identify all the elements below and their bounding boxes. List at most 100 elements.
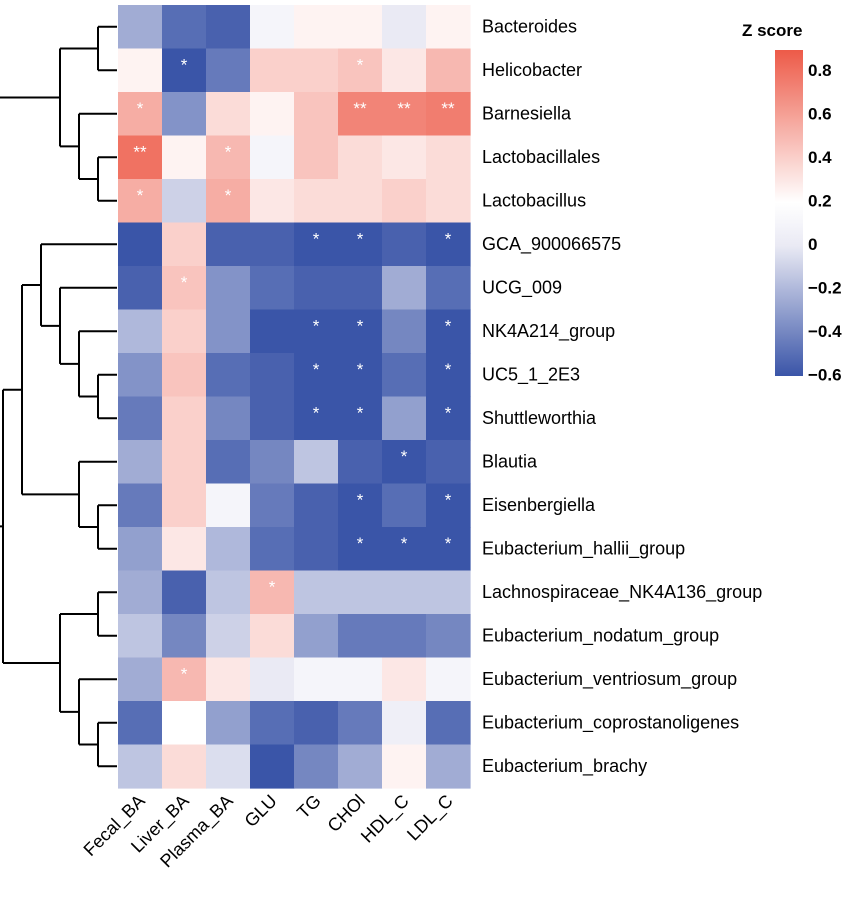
heatmap-cell	[250, 614, 295, 659]
heatmap-cell	[426, 179, 471, 224]
heatmap-cell	[294, 440, 339, 485]
heatmap-cell	[382, 135, 427, 180]
heatmap-cell	[250, 657, 295, 702]
heatmap-cell	[382, 266, 427, 311]
color-legend: Z score 0.8 0.6 0.4 0.2 0 −0.2 −0.4 −0.6	[742, 21, 842, 384]
significance-mark: *	[181, 56, 188, 75]
heatmap-cell	[162, 614, 207, 659]
heatmap-cell	[118, 179, 163, 224]
heatmap-cell	[426, 483, 471, 528]
row-label: Lachnospiraceae_NK4A136_group	[482, 582, 762, 603]
significance-mark: *	[269, 578, 276, 597]
significance-mark: *	[445, 491, 452, 510]
significance-mark: **	[441, 99, 455, 118]
heatmap-cell	[426, 701, 471, 746]
significance-mark: *	[445, 534, 452, 553]
heatmap-cell	[162, 701, 207, 746]
heatmap-cell	[426, 48, 471, 93]
heatmap-cell	[250, 266, 295, 311]
heatmap-cell	[250, 527, 295, 572]
heatmap-cell	[338, 483, 383, 528]
heatmap-cell	[250, 5, 295, 50]
heatmap-cell	[338, 222, 383, 267]
row-label: Lactobacillales	[482, 147, 600, 167]
significance-mark: *	[357, 230, 364, 249]
heatmap-cell	[118, 266, 163, 311]
significance-mark: *	[357, 404, 364, 423]
heatmap-cell	[162, 570, 207, 615]
heatmap-cell	[206, 483, 251, 528]
heatmap-cell	[294, 48, 339, 93]
significance-mark: *	[445, 317, 452, 336]
heatmap-cell	[162, 179, 207, 224]
heatmap-cell	[338, 701, 383, 746]
heatmap-cell	[382, 396, 427, 441]
heatmap-cell	[382, 527, 427, 572]
significance-mark: *	[137, 99, 144, 118]
heatmap-cell	[162, 483, 207, 528]
legend-tick-label: 0.6	[808, 105, 832, 124]
heatmap-cell	[206, 614, 251, 659]
significance-mark: *	[401, 447, 408, 466]
heatmap-cell	[118, 614, 163, 659]
heatmap-cell	[118, 396, 163, 441]
row-label: Barnesiella	[482, 104, 572, 124]
heatmap-cell	[426, 92, 471, 137]
column-label: TG	[293, 791, 325, 823]
heatmap-cell	[162, 5, 207, 50]
row-label: Blautia	[482, 452, 538, 472]
heatmap-cell	[294, 5, 339, 50]
heatmap-cell	[206, 309, 251, 354]
heatmap-cell	[162, 440, 207, 485]
significance-mark: **	[133, 143, 147, 162]
heatmap-cell	[338, 309, 383, 354]
heatmap-cell	[162, 657, 207, 702]
significance-mark: *	[357, 534, 364, 553]
heatmap-cell	[206, 135, 251, 180]
heatmap-cell	[250, 135, 295, 180]
heatmap-cell	[294, 309, 339, 354]
heatmap-cell	[382, 92, 427, 137]
heatmap-cell	[338, 5, 383, 50]
heatmap-cell	[250, 701, 295, 746]
significance-mark: *	[357, 360, 364, 379]
heatmap-cell	[338, 92, 383, 137]
heatmap-cell	[294, 483, 339, 528]
heatmap-cell	[382, 353, 427, 398]
heatmap-cell	[118, 657, 163, 702]
significance-mark: *	[445, 404, 452, 423]
heatmap-cell	[162, 92, 207, 137]
heatmap-cell	[206, 744, 251, 789]
heatmap-cell	[206, 570, 251, 615]
heatmap-cell	[426, 440, 471, 485]
heatmap-cell	[162, 309, 207, 354]
heatmap-cell	[338, 353, 383, 398]
heatmap-cell	[250, 483, 295, 528]
row-label: Eubacterium_nodatum_group	[482, 626, 719, 647]
legend-color-bar	[775, 50, 803, 376]
row-label: UC5_1_2E3	[482, 365, 580, 386]
heatmap-cell	[250, 222, 295, 267]
heatmap-cell	[294, 353, 339, 398]
heatmap-cell	[382, 570, 427, 615]
heatmap-cell	[250, 48, 295, 93]
heatmap-cell	[118, 309, 163, 354]
heatmap-cell	[294, 266, 339, 311]
heatmap-cell	[426, 135, 471, 180]
heatmap-cell	[338, 179, 383, 224]
heatmap-cell	[426, 5, 471, 50]
significance-mark: *	[357, 491, 364, 510]
heatmap-cell	[206, 266, 251, 311]
heatmap-cell	[118, 701, 163, 746]
row-label: Bacteroides	[482, 17, 577, 37]
heatmap-cell	[118, 92, 163, 137]
heatmap-cell	[206, 353, 251, 398]
row-label: Helicobacter	[482, 60, 582, 80]
heatmap-cell	[294, 614, 339, 659]
heatmap-cell	[382, 657, 427, 702]
heatmap-cell	[426, 657, 471, 702]
heatmap-cell	[338, 657, 383, 702]
significance-mark: *	[313, 230, 320, 249]
heatmap-cell	[382, 483, 427, 528]
